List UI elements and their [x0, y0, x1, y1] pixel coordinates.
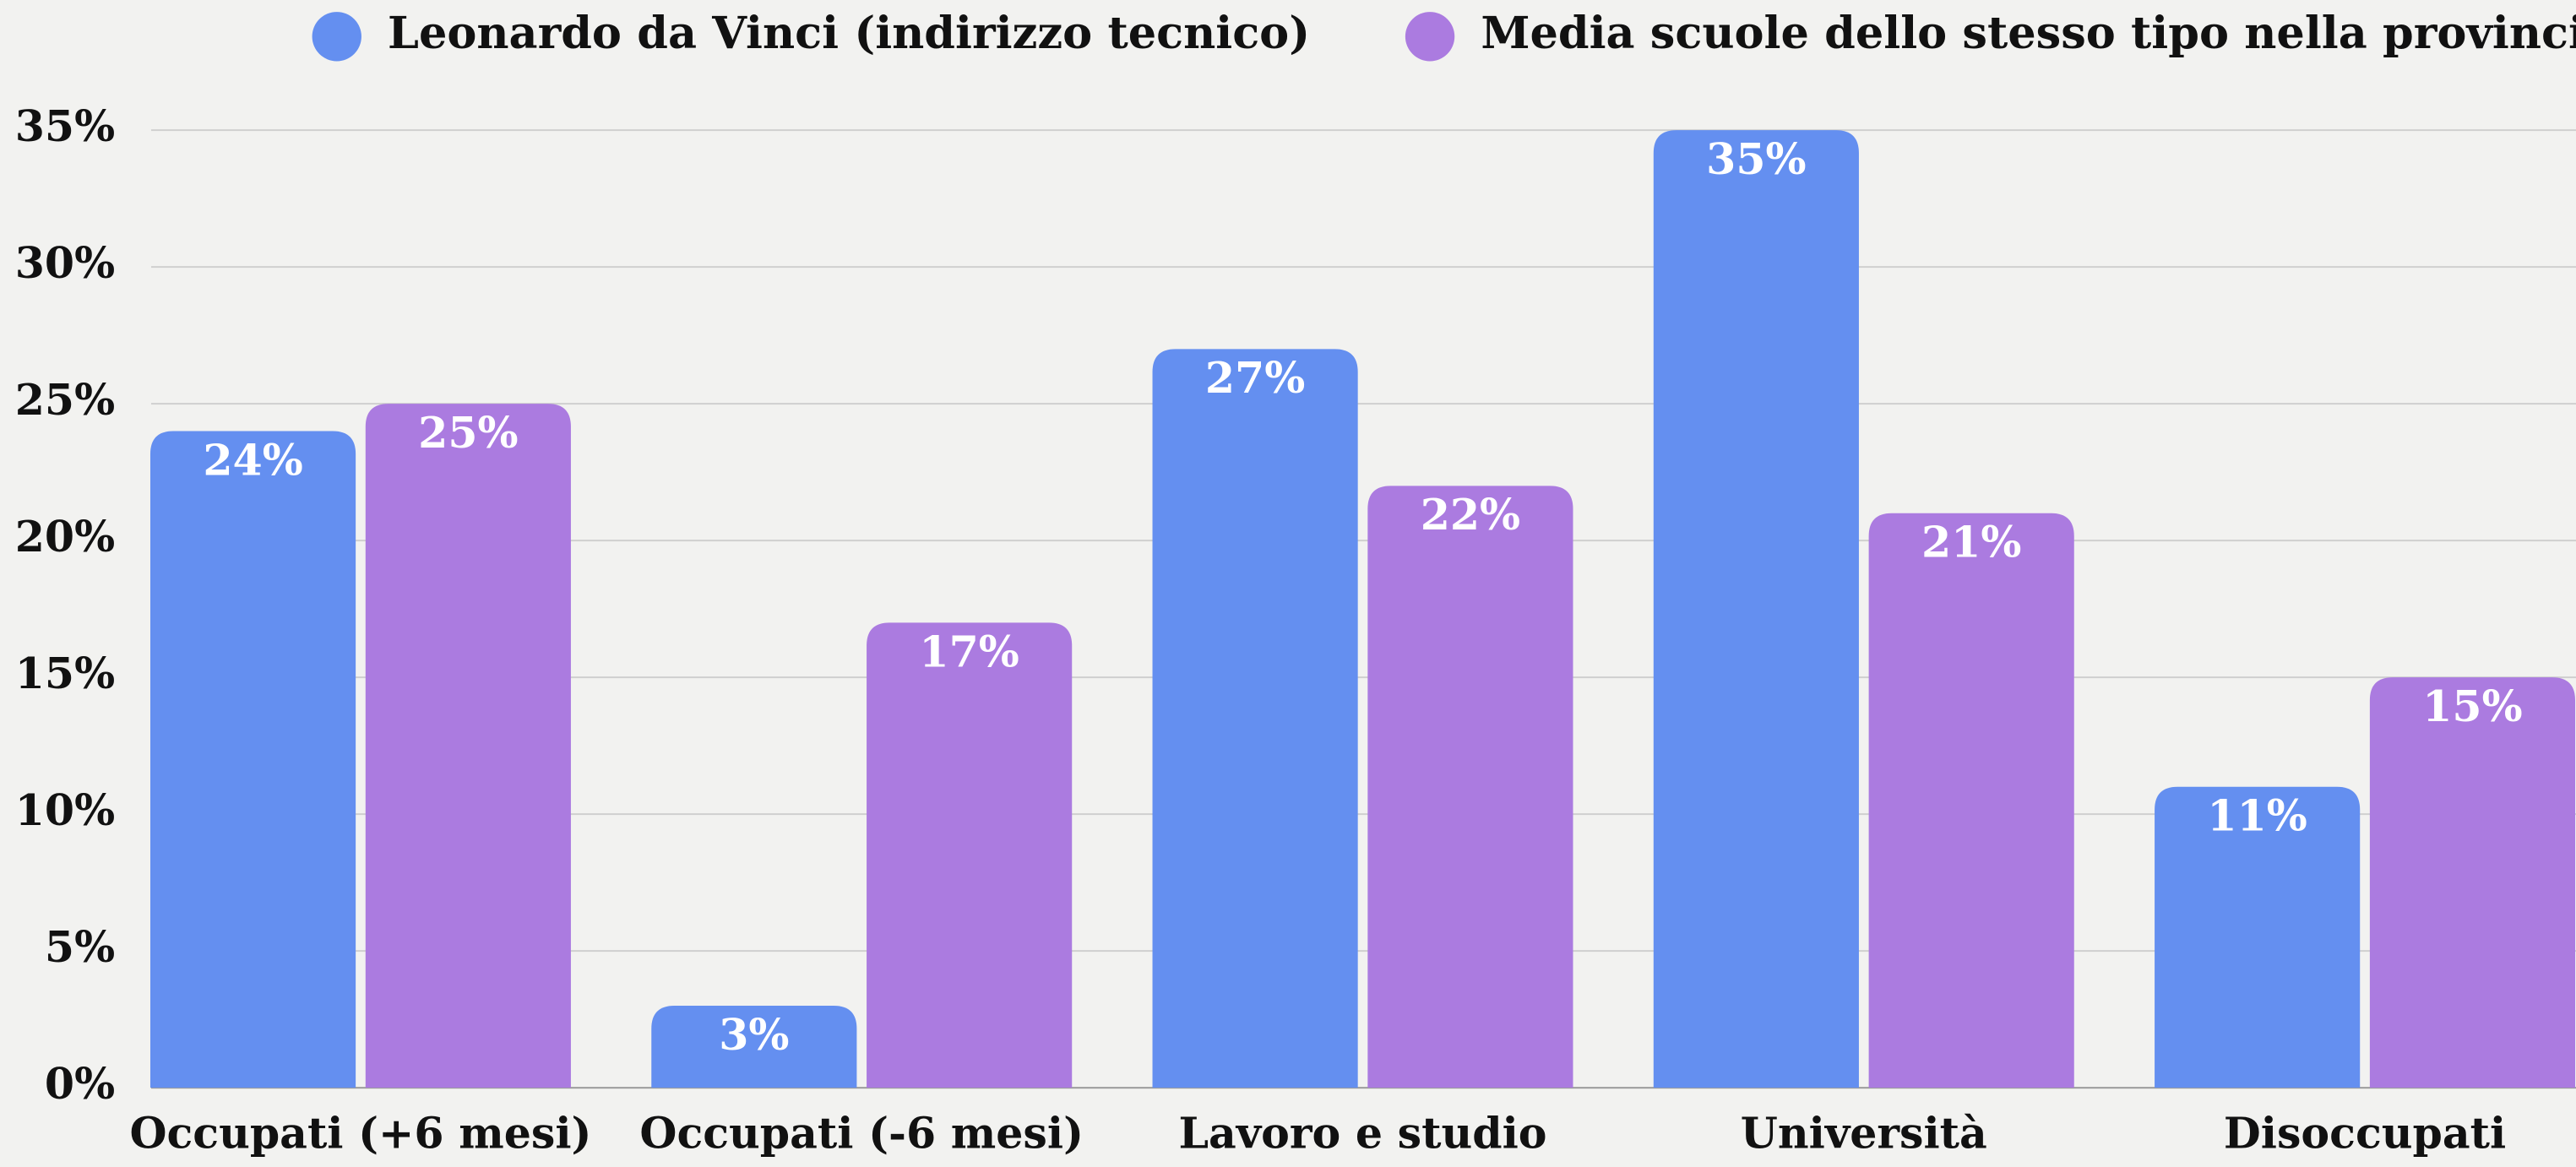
bar	[2155, 786, 2361, 1088]
data-label: 25%	[418, 408, 518, 458]
legend-label: Leonardo da Vinci (indirizzo tecnico)	[388, 8, 1310, 59]
y-tick-label: 10%	[15, 785, 115, 835]
x-tick-label: Disoccupati	[2224, 1109, 2506, 1159]
data-label: 3%	[719, 1010, 789, 1060]
legend-swatch	[1405, 12, 1455, 62]
x-tick-label: Lavoro e studio	[1178, 1109, 1546, 1159]
legend-label: Media scuole dello stesso tipo nella pro…	[1481, 8, 2576, 59]
data-label: 27%	[1205, 353, 1305, 403]
data-label: 24%	[203, 435, 302, 485]
bar	[149, 431, 356, 1088]
x-tick-label: Occupati (-6 mesi)	[639, 1109, 1084, 1159]
y-tick-label: 25%	[15, 375, 115, 425]
y-tick-label: 30%	[15, 238, 115, 288]
data-label: 17%	[919, 627, 1019, 676]
data-label: 15%	[2422, 681, 2522, 731]
bar	[365, 404, 571, 1088]
data-label: 35%	[1706, 134, 1806, 184]
x-tick-label: Università	[1741, 1109, 1987, 1159]
y-tick-label: 35%	[15, 101, 115, 151]
y-tick-label: 5%	[45, 922, 115, 972]
bar	[1868, 513, 2074, 1088]
bar	[1653, 130, 1859, 1088]
data-label: 22%	[1421, 490, 1520, 540]
data-label: 21%	[1921, 518, 2021, 567]
bar	[2369, 677, 2576, 1088]
y-tick-label: 20%	[15, 512, 115, 562]
bar	[1367, 486, 1573, 1088]
x-tick-label: Occupati (+6 mesi)	[129, 1109, 591, 1159]
y-tick-label: 15%	[15, 649, 115, 698]
y-tick-label: 0%	[45, 1059, 115, 1109]
data-label: 11%	[2207, 791, 2307, 841]
bar	[651, 1005, 857, 1088]
bar	[1152, 349, 1358, 1088]
bar	[867, 622, 1073, 1088]
legend-swatch	[312, 12, 361, 62]
